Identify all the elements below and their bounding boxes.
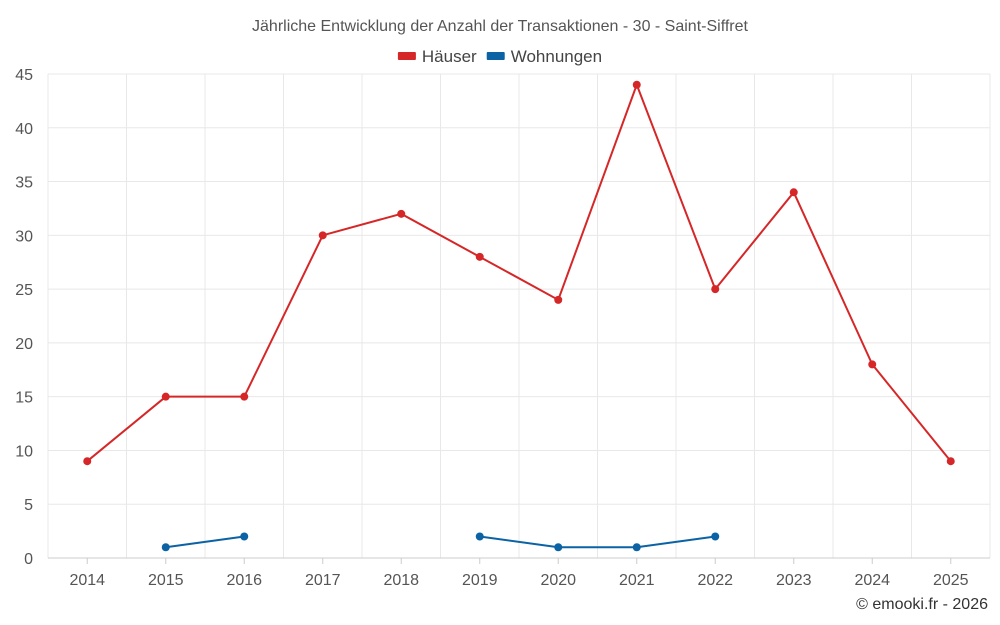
x-tick-label: 2019	[462, 572, 498, 589]
y-tick-label: 35	[15, 175, 33, 192]
grid	[47, 73, 991, 559]
data-point[interactable]	[632, 80, 641, 89]
y-tick-label: 5	[24, 497, 33, 514]
data-point[interactable]	[475, 252, 484, 261]
data-point[interactable]	[946, 457, 955, 466]
y-axis: 0 5 10 15 20 25 30 35 40 45	[15, 67, 33, 568]
data-point[interactable]	[868, 360, 877, 369]
y-tick-label: 10	[15, 443, 33, 460]
legend-label: Wohnungen	[511, 47, 602, 66]
data-point[interactable]	[83, 457, 92, 466]
series-0	[83, 80, 955, 466]
data-point[interactable]	[240, 532, 249, 541]
data-point[interactable]	[318, 231, 327, 240]
data-point[interactable]	[711, 532, 720, 541]
legend: Häuser Wohnungen	[397, 47, 602, 66]
y-tick-label: 40	[15, 121, 33, 138]
y-tick-label: 30	[15, 228, 33, 245]
legend-label: Häuser	[422, 47, 477, 66]
data-point[interactable]	[554, 295, 563, 304]
data-point[interactable]	[161, 543, 170, 552]
x-tick-label: 2014	[69, 572, 105, 589]
chart-title: Jährliche Entwicklung der Anzahl der Tra…	[252, 18, 749, 35]
data-point[interactable]	[711, 285, 720, 294]
x-tick-label: 2024	[854, 572, 890, 589]
series-group	[83, 80, 955, 552]
y-tick-label: 25	[15, 282, 33, 299]
x-tick-label: 2021	[619, 572, 655, 589]
data-point[interactable]	[240, 392, 249, 401]
legend-swatch	[397, 52, 416, 60]
series-line	[479, 535, 716, 549]
data-point[interactable]	[397, 209, 406, 218]
x-tick-label: 2022	[697, 572, 733, 589]
x-tick-label: 2025	[933, 572, 969, 589]
x-tick-label: 2020	[540, 572, 576, 589]
x-tick-label: 2023	[776, 572, 812, 589]
x-tick-label: 2015	[148, 572, 184, 589]
y-tick-label: 20	[15, 336, 33, 353]
data-point[interactable]	[475, 532, 484, 541]
x-tick-label: 2018	[383, 572, 419, 589]
series-line	[165, 535, 245, 549]
y-tick-label: 0	[24, 551, 33, 568]
x-tick-label: 2017	[305, 572, 341, 589]
x-axis: 2014 2015 2016 2017 2018 2019 2020 2021 2022 2023…	[48, 557, 990, 589]
y-tick-label: 15	[15, 390, 33, 407]
data-point[interactable]	[554, 543, 563, 552]
series-1	[161, 532, 720, 552]
data-point[interactable]	[632, 543, 641, 552]
series-line	[86, 81, 952, 462]
data-point[interactable]	[789, 188, 798, 197]
y-tick-label: 45	[15, 67, 33, 84]
data-point[interactable]	[161, 392, 170, 401]
x-tick-label: 2016	[226, 572, 262, 589]
credit-text: © emooki.fr - 2026	[856, 596, 988, 613]
legend-swatch	[486, 52, 505, 60]
